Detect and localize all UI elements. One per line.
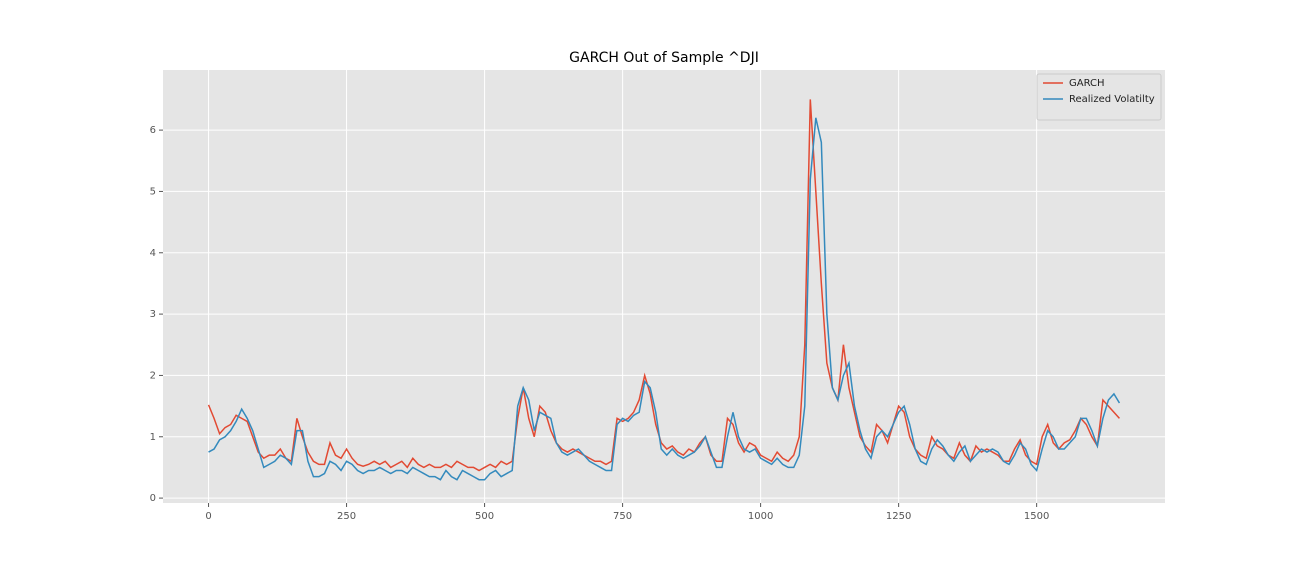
legend-box bbox=[1036, 73, 1162, 121]
series-line bbox=[207, 99, 1121, 472]
legend-label: GARCH bbox=[1069, 78, 1105, 89]
chart-title: GARCH Out of Sample ^DJI bbox=[569, 50, 759, 66]
y-tick-label: 2 bbox=[150, 370, 156, 381]
y-tick-label: 6 bbox=[150, 125, 156, 136]
x-tick-label: 0 bbox=[205, 511, 211, 522]
x-tick-label: 750 bbox=[613, 511, 632, 522]
x-tick-label: 500 bbox=[475, 511, 494, 522]
y-tick-label: 0 bbox=[150, 493, 156, 504]
series-line bbox=[208, 117, 1121, 481]
y-tick-label: 3 bbox=[150, 309, 156, 320]
y-tick-label: 5 bbox=[150, 186, 156, 197]
x-tick-label: 1500 bbox=[1024, 511, 1049, 522]
x-tick-label: 1000 bbox=[748, 511, 773, 522]
y-tick-label: 4 bbox=[150, 248, 156, 259]
legend-label: Realized Volatilty bbox=[1069, 94, 1155, 105]
y-tick-label: 1 bbox=[150, 432, 156, 443]
legend: GARCH Realized Volatilty bbox=[1036, 73, 1162, 121]
x-tick-label: 250 bbox=[337, 511, 356, 522]
plot-area bbox=[163, 70, 1165, 503]
x-tick-label: 1250 bbox=[886, 511, 911, 522]
